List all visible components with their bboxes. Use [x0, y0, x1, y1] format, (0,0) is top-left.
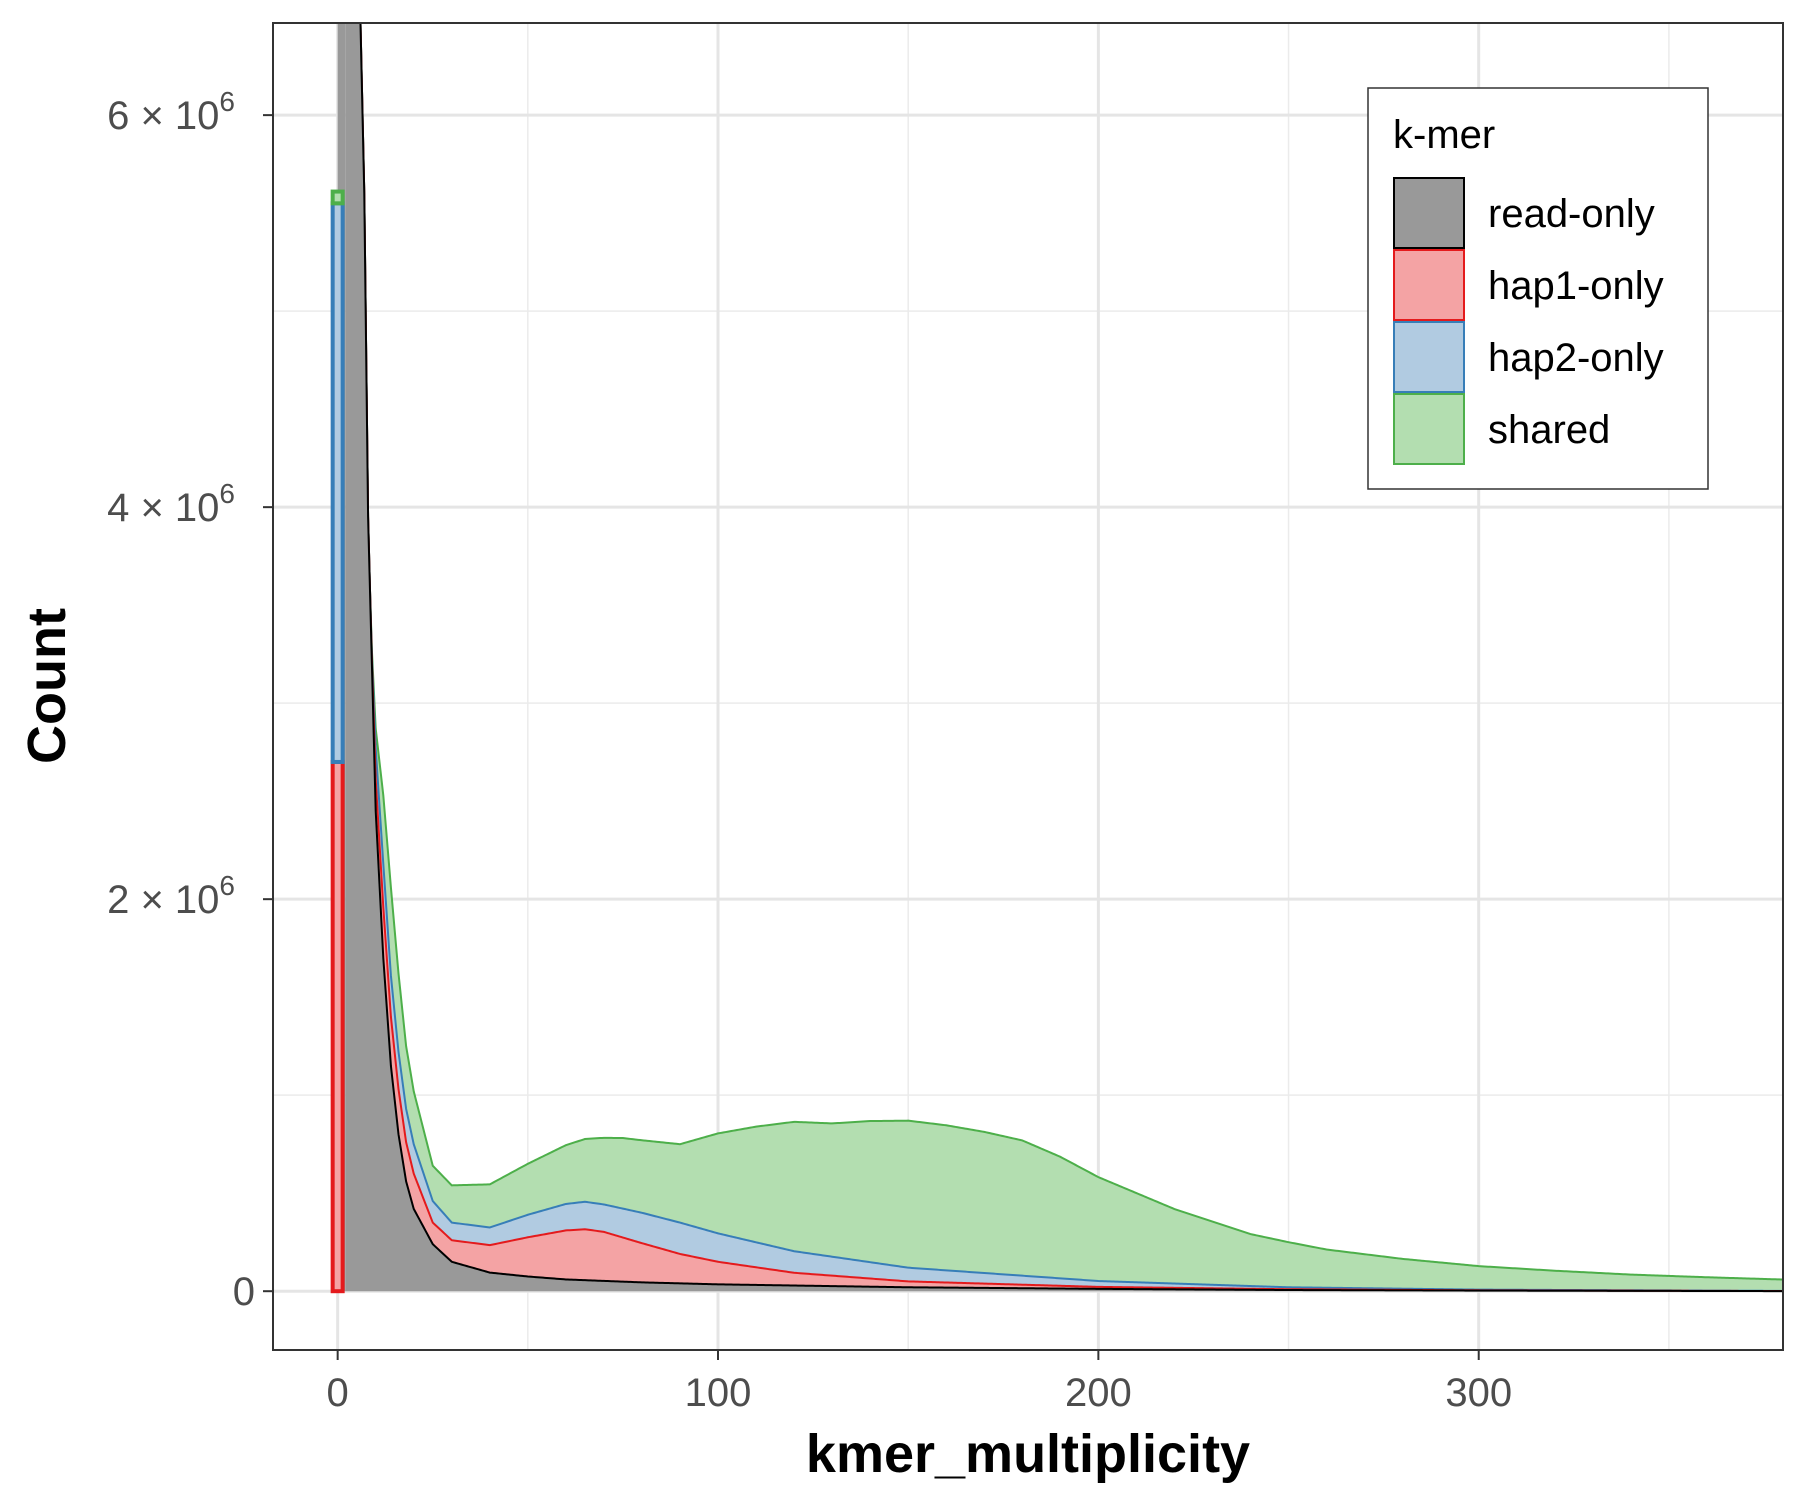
x-tick-label: 200 [1065, 1371, 1132, 1415]
legend-swatch-hap1-only [1393, 249, 1465, 321]
legend-label-hap2-only: hap2-only [1488, 336, 1664, 380]
y-tick-label: 6 × 106 [107, 86, 235, 138]
y-tick-label: 4 × 106 [107, 478, 235, 530]
x-tick-label: 300 [1445, 1371, 1512, 1415]
x-tick-label: 0 [327, 1371, 349, 1415]
plot-border [272, 22, 1784, 1351]
legend-swatch-hap2-only [1393, 321, 1465, 393]
legend-label-shared: shared [1488, 408, 1610, 452]
legend-swatch-read-only [1393, 177, 1465, 249]
x-axis-title: kmer_multiplicity [806, 1424, 1250, 1484]
y-tick-label: 0 [233, 1270, 255, 1314]
bar-zero-shared [330, 189, 345, 206]
bar-zero-hap1-only [330, 759, 345, 1294]
legend-label-read-only: read-only [1488, 192, 1655, 236]
y-tick-label: 2 × 106 [107, 870, 235, 922]
line-shared [345, 22, 1784, 1281]
legend-items: read-only hap1-only hap2-only shared [1393, 177, 1664, 465]
bar-zero-hap2-only [330, 201, 345, 764]
stacked-areas [330, 22, 1784, 1294]
y-axis-title: Count [17, 608, 77, 764]
x-tick-label: 100 [685, 1371, 752, 1415]
legend-title: k-mer [1393, 113, 1495, 157]
legend: k-mer read-only hap1-only hap2-only shared [1367, 87, 1709, 490]
legend-label-hap1-only: hap1-only [1488, 264, 1664, 308]
line-read-only [345, 22, 1783, 1293]
legend-swatch-shared [1393, 393, 1465, 465]
axes: 0 100 200 300 0 2 × 106 4 × 106 6 × 106 [107, 86, 1512, 1415]
